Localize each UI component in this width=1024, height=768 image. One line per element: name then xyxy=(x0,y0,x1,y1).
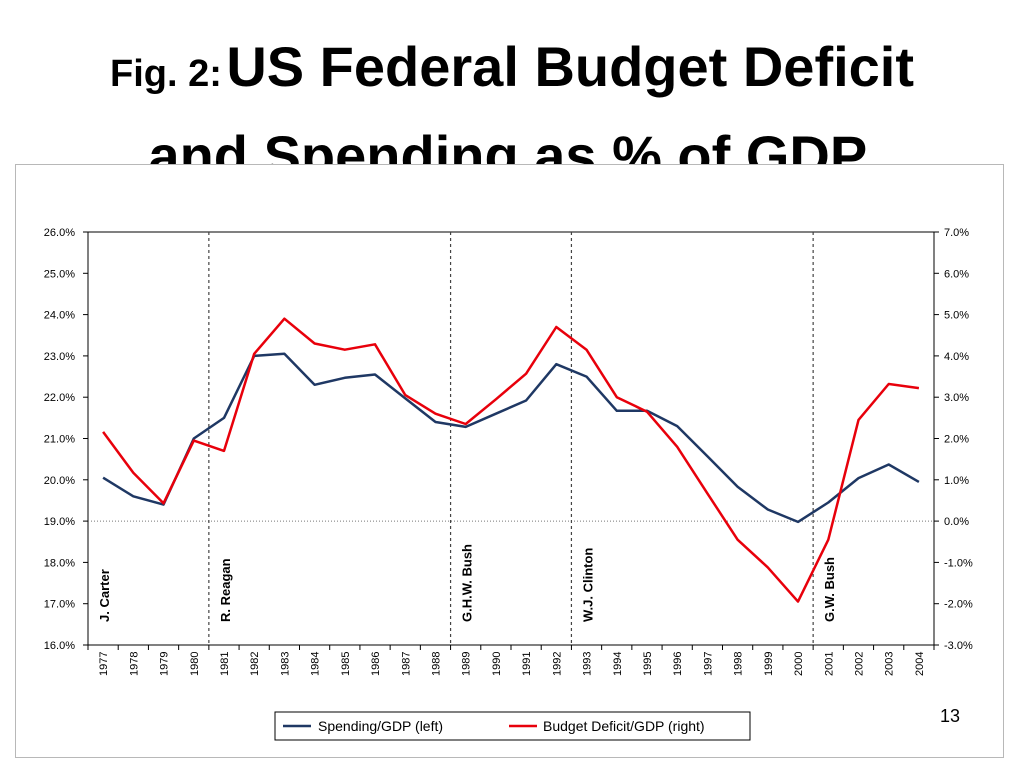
y-left-tick-label: 21.0% xyxy=(44,434,75,446)
x-tick-label: 1999 xyxy=(763,652,775,676)
y-left-tick-label: 18.0% xyxy=(44,557,75,569)
x-tick-label: 1992 xyxy=(551,652,563,676)
y-left-tick-label: 22.0% xyxy=(44,392,75,404)
x-tick-label: 1997 xyxy=(702,652,714,676)
budget-deficit-gdp-line xyxy=(102,317,920,603)
y-right-tick-label: 4.0% xyxy=(944,351,969,363)
title-prefix: Fig. 2: xyxy=(109,53,222,95)
title-main-line1: US Federal Budget Deficit xyxy=(226,35,914,98)
y-left-tick-label: 16.0% xyxy=(44,640,75,652)
x-tick-label: 1980 xyxy=(189,652,201,676)
x-tick-label: 1988 xyxy=(430,652,442,676)
spending-gdp-line xyxy=(102,352,920,524)
y-right-tick-label: 6.0% xyxy=(944,268,969,280)
x-tick-label: 1979 xyxy=(159,652,171,676)
x-tick-label: 2002 xyxy=(853,652,865,676)
y-left-tick-label: 19.0% xyxy=(44,516,75,528)
president-label: R. Reagan xyxy=(218,558,233,622)
x-tick-label: 1989 xyxy=(461,652,473,676)
title-line-1: Fig. 2: US Federal Budget Deficit xyxy=(0,30,1024,119)
x-tick-label: 1984 xyxy=(310,652,322,676)
y-right-tick-label: 7.0% xyxy=(944,227,969,239)
x-tick-label: 2000 xyxy=(793,652,805,676)
president-label: G.W. Bush xyxy=(822,557,837,622)
president-label: J. Carter xyxy=(97,569,112,622)
x-tick-label: 2004 xyxy=(914,652,926,676)
legend-label: Spending/GDP (left) xyxy=(318,718,443,734)
x-tick-label: 1990 xyxy=(491,652,503,676)
y-right-tick-label: -3.0% xyxy=(944,640,973,652)
president-label: G.H.W. Bush xyxy=(460,544,475,622)
x-tick-label: 1995 xyxy=(642,652,654,676)
x-tick-label: 1994 xyxy=(612,652,624,676)
y-left-tick-label: 17.0% xyxy=(44,599,75,611)
x-tick-label: 1998 xyxy=(733,652,745,676)
y-right-tick-label: 1.0% xyxy=(944,475,969,487)
x-tick-label: 1978 xyxy=(128,652,140,676)
legend-label: Budget Deficit/GDP (right) xyxy=(543,718,705,734)
y-right-tick-label: 0.0% xyxy=(944,516,969,528)
y-right-tick-label: 3.0% xyxy=(944,392,969,404)
x-tick-label: 1996 xyxy=(672,652,684,676)
x-tick-label: 2001 xyxy=(823,652,835,676)
x-tick-label: 2003 xyxy=(884,652,896,676)
x-tick-label: 1986 xyxy=(370,652,382,676)
president-label: W.J. Clinton xyxy=(580,548,595,622)
slide-number: 13 xyxy=(939,706,961,726)
x-tick-label: 1983 xyxy=(279,652,291,676)
x-tick-label: 1985 xyxy=(340,652,352,676)
y-right-tick-label: 5.0% xyxy=(944,310,969,322)
y-right-tick-label: -2.0% xyxy=(944,599,973,611)
x-tick-label: 1981 xyxy=(219,652,231,676)
x-tick-label: 1987 xyxy=(400,652,412,676)
x-tick-label: 1991 xyxy=(521,652,533,676)
x-tick-label: 1993 xyxy=(582,652,594,676)
y-left-tick-label: 25.0% xyxy=(44,268,75,280)
x-tick-label: 1982 xyxy=(249,652,261,676)
y-left-tick-label: 26.0% xyxy=(44,227,75,239)
y-left-tick-label: 23.0% xyxy=(44,351,75,363)
y-right-tick-label: -1.0% xyxy=(944,557,973,569)
x-tick-label: 1977 xyxy=(98,652,110,676)
y-left-tick-label: 24.0% xyxy=(44,310,75,322)
y-left-tick-label: 20.0% xyxy=(44,475,75,487)
y-right-tick-label: 2.0% xyxy=(944,434,969,446)
